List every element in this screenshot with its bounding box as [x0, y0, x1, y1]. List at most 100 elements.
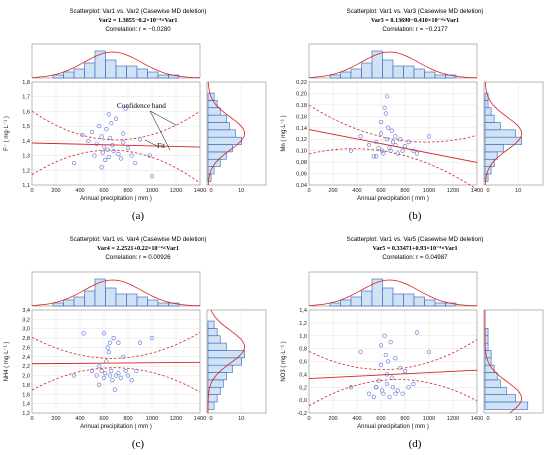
- y-tick-label: -0,2: [297, 411, 307, 417]
- right-histogram-bar: [207, 401, 215, 410]
- y-tick-label: 1,4: [22, 402, 30, 408]
- confidence-band-lower: [308, 379, 478, 407]
- top-histogram-bar: [115, 65, 127, 79]
- right-histogram-tick-label: 0: [209, 416, 212, 422]
- x-tick-label: 600: [99, 188, 108, 194]
- right-histogram-tick-label: 0: [209, 188, 212, 194]
- scatter-point: [376, 145, 381, 150]
- scatter-point: [388, 340, 393, 345]
- scatter-point: [395, 151, 400, 156]
- top-histogram-bar: [63, 299, 75, 307]
- chart-header-title: Scatterplot: Var1 vs. Var5 (Casewise MD …: [347, 236, 484, 243]
- scatter-point: [388, 148, 393, 153]
- y-tick-label: 1,5: [22, 124, 30, 130]
- y-tick-label: 3,0: [22, 327, 30, 333]
- scatter-point: [116, 152, 121, 157]
- top-histogram-bar: [434, 302, 446, 307]
- scatter-point: [121, 131, 126, 136]
- scatter-point: [106, 112, 111, 117]
- top-histogram-bar: [392, 293, 404, 307]
- y-tick-label: 1,2: [22, 411, 30, 417]
- scatter-point: [107, 373, 113, 378]
- scatter-point: [94, 141, 99, 146]
- y-tick-label: 0,10: [296, 149, 307, 155]
- scatter-point: [80, 132, 85, 138]
- right-histogram-bar: [207, 372, 227, 381]
- x-tick-label: 200: [51, 416, 60, 422]
- scatter-point: [105, 345, 110, 350]
- scatter-point: [366, 142, 372, 148]
- right-histogram-bar: [484, 328, 489, 337]
- panel-caption: (a): [132, 210, 145, 222]
- scatter-point: [414, 330, 420, 335]
- scatter-point: [383, 111, 388, 116]
- scatter-point: [107, 340, 113, 345]
- right-histogram-bar: [484, 100, 489, 109]
- plot-area: [31, 309, 201, 414]
- right-histogram-bar: [484, 151, 498, 160]
- right-histogram-bar: [207, 122, 230, 131]
- right-histogram-bar: [207, 342, 227, 351]
- y-tick-label: 0,2: [299, 385, 307, 391]
- scatter-point: [393, 391, 398, 396]
- scatter-point: [123, 368, 128, 373]
- top-histogram-bar: [84, 290, 96, 307]
- y-axis-label: NO3 ( mg·L⁻¹ ): [281, 341, 287, 381]
- plot-area: [308, 81, 478, 186]
- y-tick-label: 1,6: [22, 392, 30, 398]
- confidence-band-lower: [31, 367, 201, 393]
- top-histogram-bar: [126, 65, 138, 79]
- scatter-point: [104, 359, 109, 364]
- fit-line: [308, 129, 478, 163]
- scatter-point: [129, 153, 134, 158]
- y-tick-label: 1,8: [22, 80, 30, 86]
- top-histogram-normal-curve: [31, 279, 201, 307]
- top-histogram-bar: [424, 299, 436, 307]
- top-histogram-bar: [340, 299, 352, 307]
- scatter-point: [348, 148, 354, 153]
- scatter-point: [89, 368, 95, 373]
- scatter-point: [137, 137, 143, 142]
- scatter-point: [116, 340, 121, 345]
- fit-line: [308, 369, 478, 380]
- scatter-point: [118, 375, 123, 380]
- scatter-point: [113, 373, 119, 378]
- scatter-point: [378, 362, 384, 367]
- scatter-point: [110, 378, 115, 383]
- top-histogram-bar: [136, 296, 148, 307]
- confidence-band-upper: [308, 104, 478, 143]
- confidence-band-upper: [31, 110, 201, 141]
- right-histogram-bar: [484, 114, 495, 123]
- scatter-point: [386, 359, 391, 364]
- scatter-point: [71, 373, 77, 378]
- right-histogram-normal-curve: [207, 81, 246, 186]
- x-axis-label: Annual precipitation ( mm ): [80, 196, 152, 202]
- right-histogram-bar: [484, 394, 516, 403]
- right-histogram-normal-curve: [207, 309, 246, 413]
- top-histogram-bar: [147, 299, 159, 307]
- scatter-point: [393, 356, 398, 361]
- top-histogram-bar: [157, 74, 169, 79]
- top-histogram-bar: [392, 65, 404, 79]
- top-histogram-bar: [403, 65, 415, 79]
- x-tick-label: 600: [99, 416, 108, 422]
- scatter-point: [118, 156, 123, 161]
- right-histogram-bar: [207, 394, 218, 403]
- right-histogram-bar: [207, 114, 227, 123]
- x-tick-label: 0: [307, 416, 310, 422]
- chart-header-correlation: Correlation: r = 0.04987: [382, 254, 448, 261]
- x-tick-label: 1200: [170, 416, 182, 422]
- x-tick-label: 1200: [447, 188, 459, 194]
- chart-panel-0: Scatterplot: Var1 vs. Var2 (Casewise MD …: [4, 8, 267, 222]
- scatter-point: [100, 150, 105, 155]
- top-histogram-bar: [73, 296, 85, 307]
- scatter-point: [147, 153, 152, 158]
- x-tick-label: 400: [75, 188, 84, 194]
- top-histogram-bar: [105, 59, 117, 79]
- scatter-point: [374, 139, 379, 145]
- scatter-point: [390, 139, 396, 145]
- x-tick-label: 200: [328, 416, 337, 422]
- scatter-point: [406, 385, 411, 390]
- scatter-point: [111, 149, 116, 154]
